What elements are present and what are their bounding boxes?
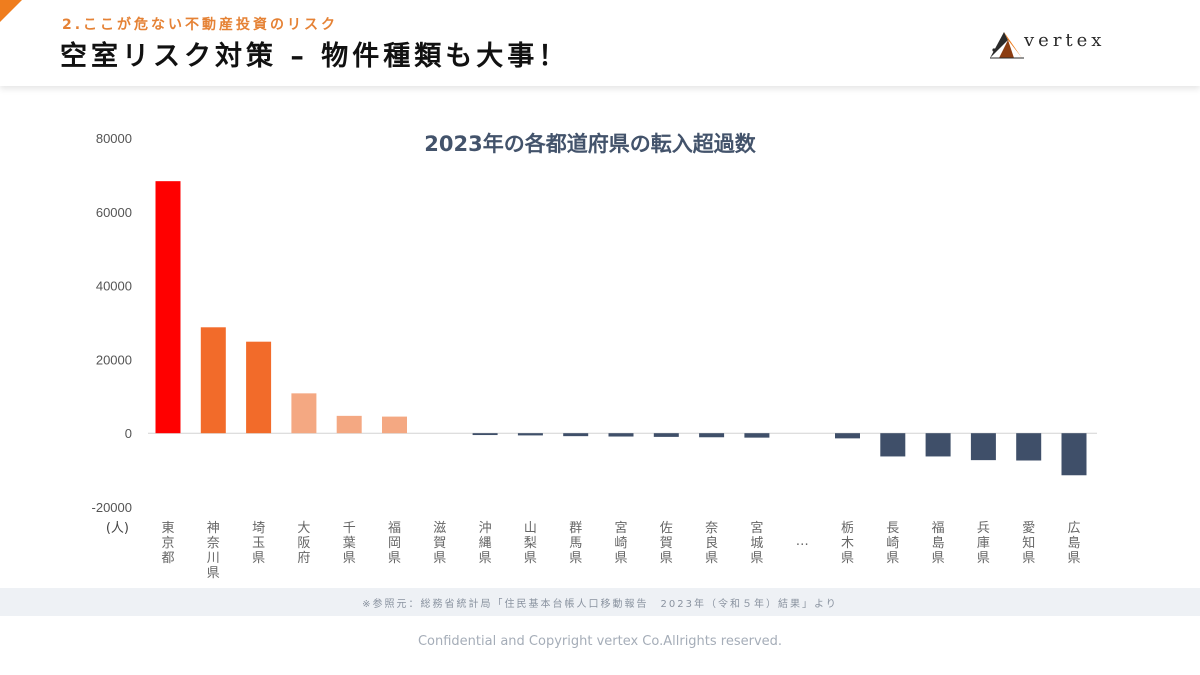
corner-accent (0, 0, 22, 22)
bar-chart: 80000 60000 40000 20000 0 -20000 (人) 東京都 神奈川県 埼玉… (92, 131, 1097, 581)
vertex-logo: vertex (986, 26, 1116, 62)
bar (155, 181, 181, 434)
bar (653, 433, 679, 437)
y-tick-label: 60000 (96, 205, 132, 220)
bar (970, 433, 996, 461)
category-label: 東京都 (161, 520, 174, 566)
bar (1016, 433, 1042, 461)
y-tick-label: 0 (125, 426, 132, 441)
section-subtitle: 2.ここが危ない不動産投資のリスク (62, 17, 339, 33)
bar (291, 393, 317, 434)
category-label: 神奈川県 (207, 521, 220, 581)
bar (382, 416, 407, 434)
bar (336, 415, 362, 434)
y-tick-label: 20000 (96, 352, 132, 367)
category-label: 福島県 (932, 521, 945, 566)
category-label: 大阪府 (297, 521, 310, 566)
category-label: 愛知県 (1022, 521, 1035, 566)
category-label: 広島県 (1067, 521, 1080, 566)
bar (200, 327, 226, 434)
y-tick-label: -20000 (92, 500, 132, 515)
bar (517, 433, 543, 436)
category-label: 宮崎県 (614, 520, 627, 566)
bar (835, 433, 860, 439)
copyright-footer: Confidential and Copyright vertex Co.All… (417, 634, 783, 649)
category-label: 栃木県 (841, 521, 854, 566)
y-tick-label: 40000 (96, 279, 132, 294)
category-label: 福岡県 (388, 521, 401, 566)
category-label: 長崎県 (886, 521, 899, 566)
category-label: 佐賀県 (660, 521, 673, 566)
category-label: 埼玉県 (252, 521, 265, 566)
bar (563, 433, 589, 437)
category-label: 群馬県 (569, 521, 582, 566)
bar (880, 433, 906, 457)
source-note: ※参照元：総務省統計局「住民基本台帳人口移動報告 2023年（令和５年）結果」よ… (362, 599, 838, 610)
category-label: 沖縄県 (479, 521, 492, 566)
bar (1061, 433, 1087, 476)
category-label: 山梨県 (524, 521, 537, 566)
mountain-logo-icon (990, 32, 1024, 59)
category-label: 宮城県 (750, 520, 763, 566)
chart-title: 2023年の各都道府県の転入超過数 (424, 132, 756, 156)
logo-text: vertex (1024, 30, 1106, 51)
slide-header: 2.ここが危ない不動産投資のリスク 空室リスク対策 – 物件種類も大事！ ver… (0, 0, 1200, 86)
bar (925, 433, 951, 457)
bar (608, 433, 634, 437)
category-label: 奈良県 (705, 521, 718, 566)
bar (699, 433, 725, 438)
category-label: 千葉県 (343, 521, 356, 566)
category-label: 兵庫県 (977, 521, 990, 566)
bar (744, 433, 770, 438)
slide-title: 空室リスク対策 – 物件種類も大事！ (60, 41, 570, 72)
y-tick-label: 80000 (96, 131, 132, 146)
category-label: … (796, 534, 809, 549)
bar (246, 341, 272, 434)
category-label: 滋賀県 (433, 521, 446, 566)
bar (472, 433, 498, 436)
source-bar: ※参照元：総務省統計局「住民基本台帳人口移動報告 2023年（令和５年）結果」よ… (0, 588, 1200, 616)
y-unit-label: (人) (106, 521, 129, 536)
